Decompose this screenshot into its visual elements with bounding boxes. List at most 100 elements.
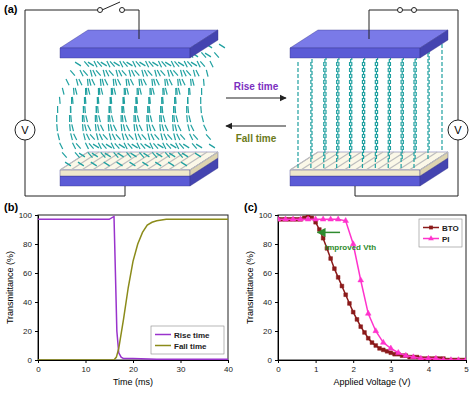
lc-molecule bbox=[176, 88, 178, 95]
series-marker bbox=[448, 357, 454, 360]
lc-molecule bbox=[151, 134, 154, 140]
y-tick-label: 20 bbox=[23, 327, 32, 336]
lc-molecule bbox=[83, 106, 84, 113]
top-plate-side bbox=[190, 30, 218, 58]
legend: BTOPI bbox=[419, 219, 462, 247]
y-tick-label: 0 bbox=[28, 356, 33, 365]
legend-box bbox=[151, 326, 224, 354]
lc-molecule bbox=[137, 115, 139, 122]
lc-molecule bbox=[351, 44, 352, 150]
lc-molecule bbox=[84, 106, 86, 113]
lc-molecule bbox=[169, 153, 175, 157]
lc-molecule bbox=[180, 134, 185, 139]
series-marker bbox=[358, 277, 364, 282]
lc-molecule bbox=[70, 106, 71, 113]
annotation-arrow bbox=[317, 232, 340, 234]
y-tick: 0 bbox=[28, 356, 38, 365]
lc-molecule bbox=[109, 133, 111, 140]
lc-molecule bbox=[76, 79, 78, 86]
lc-molecule bbox=[160, 106, 161, 113]
lc-molecule bbox=[190, 134, 193, 140]
series-marker bbox=[290, 216, 296, 221]
fall-arrow bbox=[226, 125, 286, 126]
lc-molecule bbox=[115, 143, 120, 148]
x-tick-mark bbox=[228, 360, 229, 363]
lc-molecule bbox=[191, 62, 197, 66]
lc-molecule bbox=[97, 97, 98, 104]
series-marker bbox=[365, 310, 371, 315]
lc-molecule bbox=[152, 125, 155, 131]
lc-molecule bbox=[163, 143, 166, 149]
plot-area bbox=[278, 215, 466, 360]
lc-molecule bbox=[110, 97, 112, 104]
lc-molecule bbox=[389, 53, 390, 159]
y-tick-label: 60 bbox=[263, 269, 272, 278]
y-tick: 80 bbox=[263, 240, 278, 249]
lc-molecule bbox=[153, 143, 158, 148]
lc-molecule bbox=[188, 88, 189, 95]
series-marker bbox=[411, 354, 417, 359]
lc-molecule bbox=[375, 62, 376, 168]
alignment-layer-side bbox=[420, 152, 448, 176]
lc-molecule bbox=[109, 106, 110, 113]
lc-molecule bbox=[310, 62, 311, 168]
series-marker bbox=[317, 228, 321, 232]
lc-molecule bbox=[137, 143, 140, 149]
bottom-plate-front bbox=[60, 176, 190, 186]
lc-molecule bbox=[196, 70, 199, 76]
lc-molecule bbox=[192, 79, 194, 86]
lc-molecule bbox=[204, 125, 207, 131]
lc-molecule bbox=[156, 79, 159, 85]
lc-molecule bbox=[167, 79, 169, 86]
voltage-label: V bbox=[454, 124, 462, 136]
lc-molecule bbox=[174, 106, 176, 113]
lc-molecule bbox=[128, 79, 130, 86]
lc-molecule bbox=[129, 162, 135, 166]
y-tick-mark bbox=[275, 244, 278, 245]
panel-label: (b) bbox=[4, 201, 18, 213]
bottom-plate-front bbox=[290, 176, 420, 186]
cell-on bbox=[290, 30, 448, 186]
legend-label: Rise time bbox=[174, 331, 210, 340]
series-marker bbox=[335, 216, 341, 221]
lc-molecule bbox=[88, 62, 94, 66]
lc-molecule bbox=[136, 97, 138, 104]
plot-area bbox=[38, 216, 228, 360]
series-marker bbox=[389, 351, 393, 355]
lc-molecule bbox=[200, 61, 205, 66]
lc-molecule bbox=[108, 115, 109, 122]
lc-molecule bbox=[112, 134, 115, 140]
lc-molecule bbox=[127, 62, 133, 66]
x-tick-label: 3 bbox=[389, 365, 394, 374]
y-tick: 60 bbox=[263, 269, 278, 278]
cell-off bbox=[57, 30, 225, 186]
lc-molecule bbox=[102, 79, 104, 86]
y-axis-title: Transmittance (%) bbox=[245, 251, 255, 324]
series-line bbox=[38, 219, 228, 360]
lc-molecule bbox=[137, 88, 138, 95]
series-marker bbox=[366, 336, 370, 340]
lc-molecule bbox=[147, 106, 148, 113]
lc-molecule bbox=[91, 162, 97, 166]
lc-molecule bbox=[174, 97, 175, 104]
lc-molecule bbox=[172, 124, 174, 131]
lc-molecule bbox=[142, 134, 147, 139]
lc-molecule bbox=[145, 144, 151, 148]
lc-molecule bbox=[104, 162, 110, 166]
legend-box bbox=[419, 219, 462, 247]
lc-molecule bbox=[56, 124, 58, 131]
voltage-label: V bbox=[21, 124, 29, 136]
series-marker bbox=[433, 355, 439, 360]
lc-molecule bbox=[119, 144, 125, 148]
rise-arrow bbox=[226, 97, 286, 98]
lc-molecule bbox=[338, 44, 339, 150]
legend-label: PI bbox=[442, 235, 450, 244]
lc-molecule bbox=[85, 143, 88, 149]
lc-molecule bbox=[121, 106, 122, 113]
lc-molecule bbox=[157, 70, 160, 76]
lc-molecule bbox=[160, 115, 162, 122]
lc-molecule bbox=[96, 70, 101, 75]
lc-molecule bbox=[427, 53, 428, 159]
rise-label: Rise time bbox=[234, 81, 279, 92]
lc-molecule bbox=[146, 124, 148, 131]
